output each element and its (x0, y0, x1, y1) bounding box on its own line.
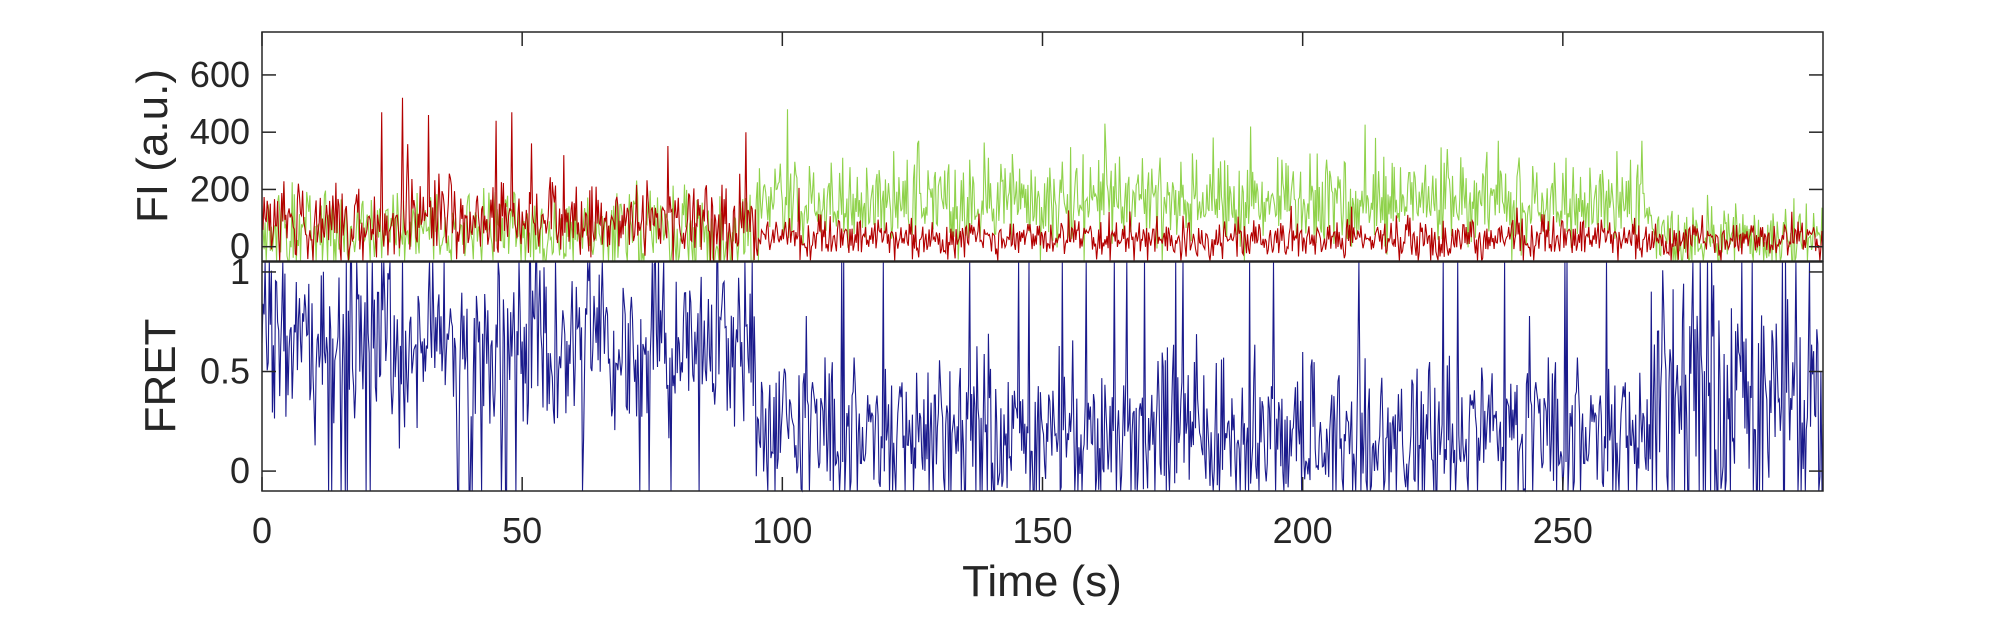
fret-axes-box (261, 261, 1824, 492)
x-tick-label: 200 (1273, 510, 1333, 551)
intensity-y-axis-label: FI (a.u.) (128, 69, 177, 223)
x-axis-label: Time (s) (962, 557, 1122, 606)
fret-y-ticks: 00.51 (200, 251, 1823, 491)
fret-y-tick-label: 0 (230, 450, 250, 491)
intensity-y-tick-label: 400 (190, 111, 250, 152)
intensity-y-tick-label: 200 (190, 168, 250, 209)
intensity-y-ticks: 0 200 400 600 (190, 54, 1823, 267)
x-tick-label: 250 (1533, 510, 1593, 551)
red-intensity-line (261, 97, 1824, 262)
fret-y-axis-label: FRET (136, 319, 185, 434)
intensity-traces (261, 97, 1824, 263)
fret-y-tick-label: 0.5 (200, 351, 250, 392)
x-tick-label: 50 (502, 510, 542, 551)
fret-x-ticks: 0 50 100 150 200 250 (252, 32, 1593, 551)
intensity-panel: 0 200 400 600 FI (a.u.) (128, 31, 1824, 267)
intensity-y-tick-label: 600 (190, 54, 250, 95)
x-tick-label: 150 (1012, 510, 1072, 551)
intensity-y-tick-label: 0 (230, 226, 250, 267)
x-tick-label: 100 (752, 510, 812, 551)
x-tick-label: 0 (252, 510, 272, 551)
fret-y-tick-label: 1 (230, 251, 250, 292)
fret-panel: 00.51 0 50 100 150 200 250 FRET Time (s) (136, 32, 1824, 606)
